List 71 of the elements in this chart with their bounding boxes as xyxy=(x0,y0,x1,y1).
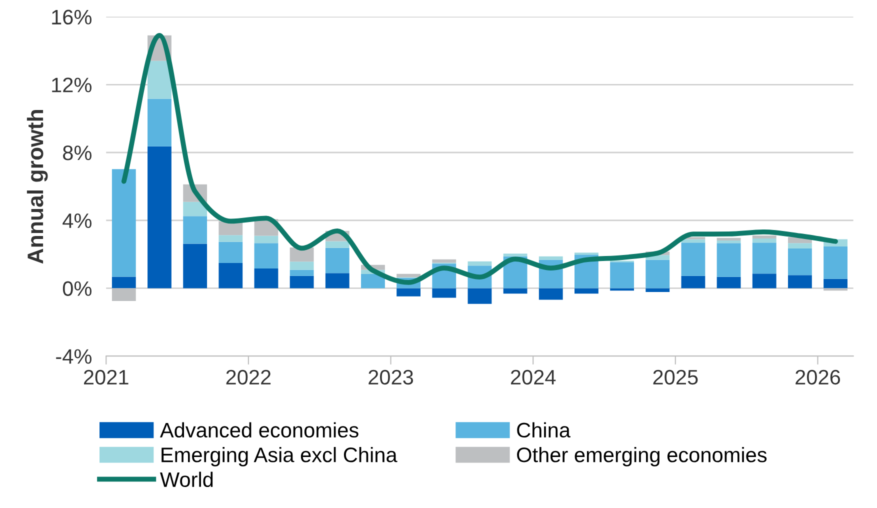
bar xyxy=(716,238,741,241)
bar xyxy=(254,236,278,244)
x-tick-label: 2023 xyxy=(368,370,414,385)
y-tick-label: 16% xyxy=(52,10,92,25)
x-tick-label: 2022 xyxy=(226,370,271,385)
bar xyxy=(824,246,848,279)
x-tick-label: 2021 xyxy=(84,370,128,385)
bar xyxy=(646,288,670,292)
legend-label: Emerging Asia excl China xyxy=(162,446,398,466)
bar xyxy=(716,240,741,244)
legend-label: China xyxy=(517,422,570,438)
legend-label: World xyxy=(160,472,213,488)
bar xyxy=(112,288,136,301)
bar xyxy=(788,248,812,276)
y-tick-label: 12% xyxy=(52,78,92,92)
y-axis-title: Annual growth xyxy=(26,110,48,264)
y-tick-label: 4% xyxy=(62,213,92,228)
bar xyxy=(290,262,314,270)
bar xyxy=(183,216,208,244)
bar xyxy=(610,288,634,291)
bar xyxy=(752,238,776,243)
bar xyxy=(290,276,314,288)
bar xyxy=(361,274,385,288)
bar xyxy=(148,146,172,288)
bar xyxy=(112,276,136,288)
bar xyxy=(574,288,598,294)
bar xyxy=(218,262,243,288)
bar xyxy=(752,274,776,288)
bar xyxy=(610,262,634,288)
bar xyxy=(432,259,456,263)
x-tick-label: 2025 xyxy=(653,370,698,385)
x-tick-label: 2024 xyxy=(510,370,556,385)
bar xyxy=(325,273,350,288)
x-tick-label: 2026 xyxy=(796,370,840,385)
bar xyxy=(396,288,421,296)
bar xyxy=(325,241,350,248)
bar xyxy=(788,275,812,288)
y-tick-label: 8% xyxy=(63,146,92,160)
bar xyxy=(254,243,278,269)
bar xyxy=(752,235,776,239)
legend-label: Advanced economies xyxy=(160,422,358,438)
bar xyxy=(681,239,706,243)
bar xyxy=(468,261,492,266)
bar xyxy=(148,98,172,146)
bar xyxy=(824,278,848,288)
line-series xyxy=(121,33,838,285)
bar xyxy=(716,243,741,277)
bar xyxy=(183,202,208,216)
y-tick-label: 0% xyxy=(62,281,92,296)
bar xyxy=(824,288,848,291)
bar xyxy=(716,276,741,288)
legend-label: Other emerging economies xyxy=(517,446,767,466)
bar xyxy=(468,288,492,304)
bar xyxy=(503,288,528,294)
bar xyxy=(752,242,776,274)
bar xyxy=(503,254,528,256)
bar xyxy=(646,260,670,288)
bar xyxy=(148,60,172,99)
bar xyxy=(681,242,706,276)
y-tick-label: -4% xyxy=(56,349,92,364)
bar xyxy=(325,248,350,274)
bar xyxy=(432,288,456,298)
bar xyxy=(254,268,278,288)
bar xyxy=(290,270,314,276)
bar xyxy=(218,235,243,242)
bar xyxy=(183,244,208,288)
bar xyxy=(112,169,136,277)
bar xyxy=(681,276,706,288)
bar xyxy=(788,243,812,249)
bar xyxy=(538,288,563,300)
bar xyxy=(218,242,243,263)
